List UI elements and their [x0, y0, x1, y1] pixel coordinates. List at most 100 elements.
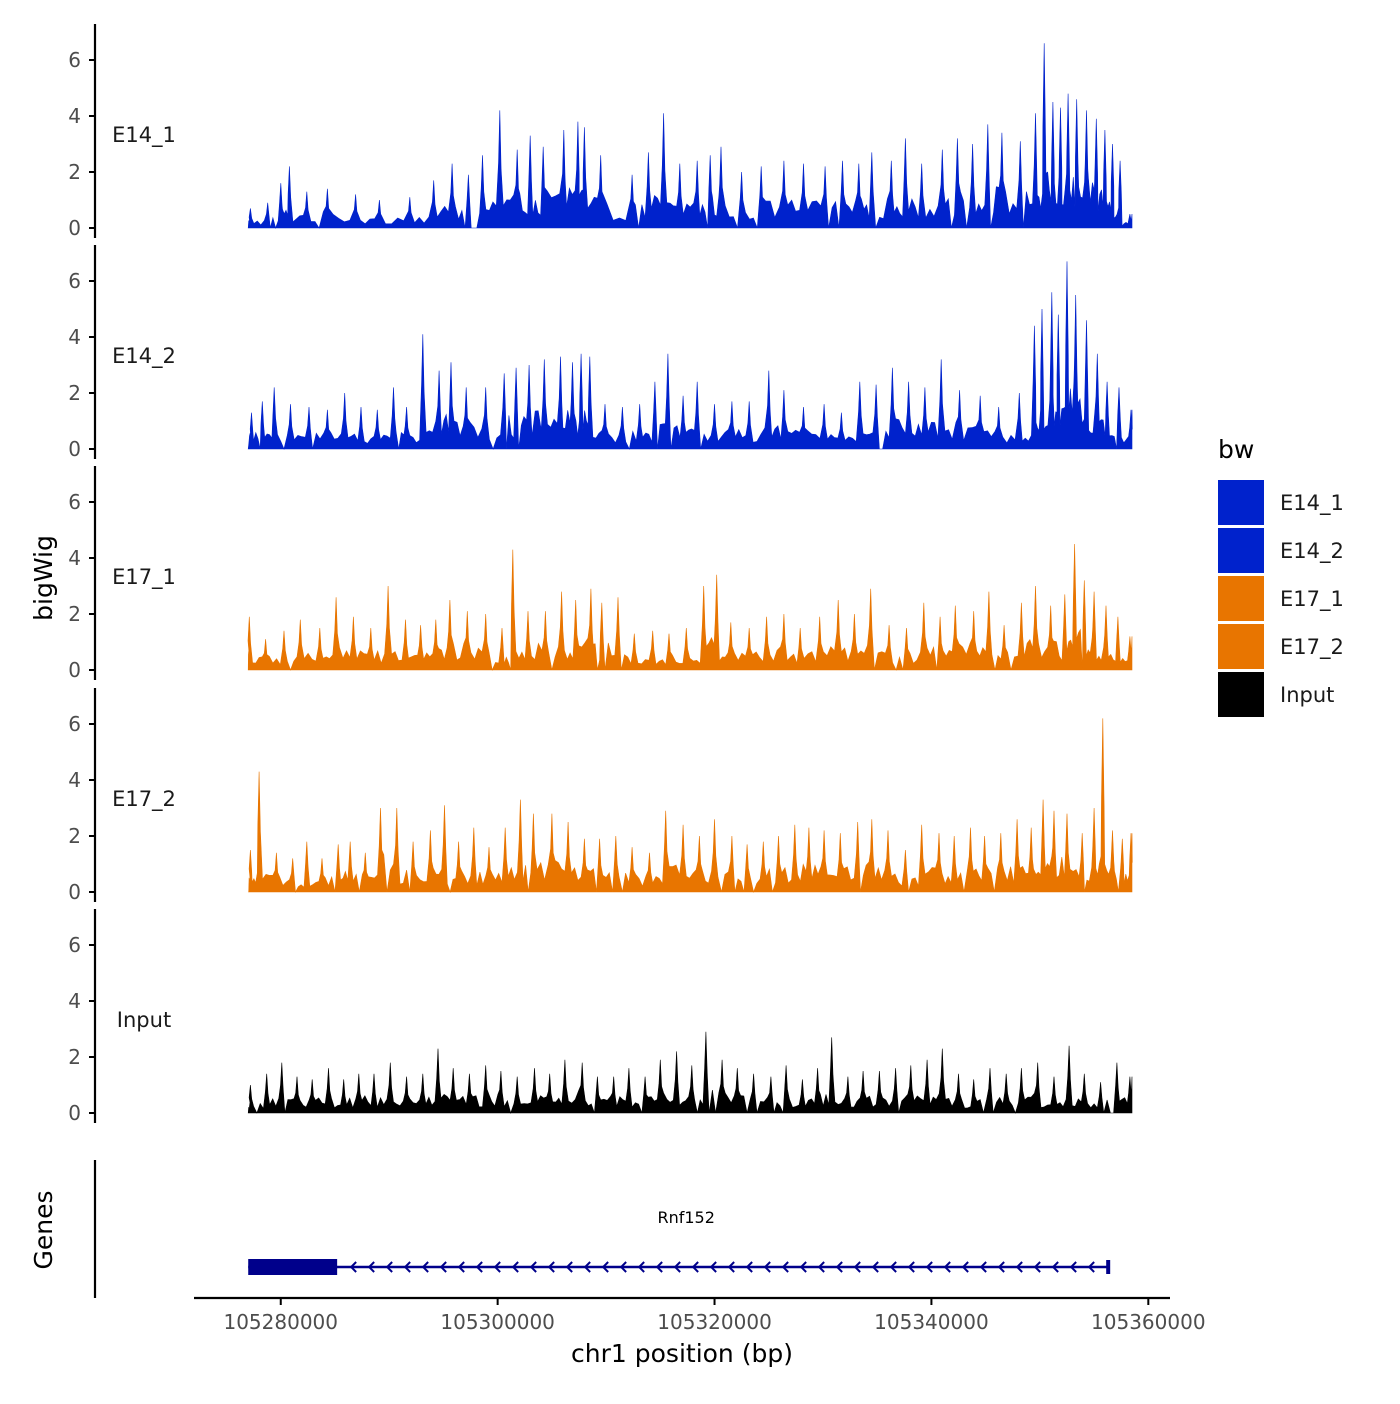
legend-swatch-E14_1: [1218, 480, 1264, 525]
x-axis: 105280000 105300000 105320000 105340000 1053…: [194, 1296, 1206, 1334]
strand-arrow: [997, 1261, 1005, 1273]
legend-label: Input: [1280, 683, 1334, 707]
gene-Rnf152: Rnf152: [248, 1208, 1111, 1275]
strand-arrow: [655, 1261, 663, 1273]
x-tick-label: 105340000: [874, 1310, 989, 1334]
legend-title: bw: [1218, 435, 1254, 464]
strand-arrow: [763, 1261, 771, 1273]
strand-arrow: [349, 1261, 357, 1273]
y-tick-label: 0: [68, 658, 81, 682]
strand-arrow: [475, 1261, 483, 1273]
genes-track: Rnf152: [93, 1160, 1111, 1298]
strand-arrow: [871, 1261, 879, 1273]
y-tick-label: 4: [68, 104, 81, 128]
strand-arrow: [547, 1261, 555, 1273]
gene-exon-tick: [1106, 1260, 1111, 1274]
legend-swatch-E14_2: [1218, 528, 1264, 573]
strand-arrow: [601, 1261, 609, 1273]
strand-arrow: [1033, 1261, 1041, 1273]
legend-label: E14_2: [1280, 539, 1344, 564]
y-tick-label: 6: [68, 490, 81, 514]
gene-name: Rnf152: [657, 1208, 714, 1227]
legend-swatch-E17_1: [1218, 576, 1264, 621]
y-tick-label: 6: [68, 269, 81, 293]
y-tick-label: 4: [68, 546, 81, 570]
strand-arrow: [907, 1261, 915, 1273]
legend-swatch-E17_2: [1218, 624, 1264, 669]
strand-arrow: [1015, 1261, 1023, 1273]
y-tick-label: 2: [68, 160, 81, 184]
y-tick-label: 2: [68, 1045, 81, 1069]
x-tick-label: 105300000: [440, 1310, 555, 1334]
strand-arrow: [817, 1261, 825, 1273]
x-tick-label: 105320000: [657, 1310, 772, 1334]
strand-arrow: [979, 1261, 987, 1273]
legend-label: E17_2: [1280, 635, 1344, 660]
track-label: E17_2: [112, 787, 176, 812]
y-tick-label: 6: [68, 48, 81, 72]
strand-arrow: [961, 1261, 969, 1273]
coverage-area-E14_1: [247, 43, 1133, 230]
gene-exon-block: [248, 1259, 338, 1275]
strand-arrow: [853, 1261, 861, 1273]
track-Input: 0 2 4 6 Input: [68, 909, 1133, 1125]
strand-arrow: [1087, 1261, 1095, 1273]
strand-arrow: [691, 1261, 699, 1273]
strand-arrow: [781, 1261, 789, 1273]
y-tick-label: 6: [68, 712, 81, 736]
strand-arrow: [529, 1261, 537, 1273]
y-axis-title: bigWig: [29, 535, 58, 621]
legend-swatch-Input: [1218, 672, 1264, 717]
y-tick-label: 2: [68, 602, 81, 626]
strand-arrow: [511, 1261, 519, 1273]
strand-arrow: [385, 1261, 393, 1273]
strand-arrow: [799, 1261, 807, 1273]
x-tick-label: 105360000: [1091, 1310, 1206, 1334]
track-E17_2: 0 2 4 6 E17_2: [68, 688, 1133, 904]
strand-arrow: [565, 1261, 573, 1273]
strand-arrow: [709, 1261, 717, 1273]
strand-arrow: [439, 1261, 447, 1273]
y-tick-label: 0: [68, 216, 81, 240]
strand-arrow: [583, 1261, 591, 1273]
strand-arrow: [493, 1261, 501, 1273]
coverage-area-E14_2: [247, 261, 1133, 450]
strand-arrow: [403, 1261, 411, 1273]
legend-label: E14_1: [1280, 491, 1344, 516]
track-label: E17_1: [112, 565, 176, 590]
strand-arrow: [457, 1261, 465, 1273]
genes-track-title: Genes: [29, 1190, 58, 1269]
strand-arrow: [673, 1261, 681, 1273]
y-tick-label: 4: [68, 989, 81, 1013]
legend: bw E14_1 E14_2 E17_1 E17_2 Input: [1218, 435, 1344, 717]
coverage-area-E17_1: [247, 543, 1133, 672]
track-label: E14_2: [112, 344, 176, 369]
track-label: Input: [117, 1008, 171, 1032]
coverage-area-Input: [247, 1031, 1133, 1115]
x-tick-label: 105280000: [223, 1310, 338, 1334]
coverage-area-E17_2: [248, 718, 1133, 894]
track-E17_1: 0 2 4 6 E17_1: [68, 466, 1133, 682]
strand-arrow: [637, 1261, 645, 1273]
strand-arrow: [1069, 1261, 1077, 1273]
y-tick-label: 4: [68, 768, 81, 792]
y-tick-label: 0: [68, 880, 81, 904]
y-tick-label: 4: [68, 325, 81, 349]
y-tick-label: 2: [68, 381, 81, 405]
track-E14_2: 0 2 4 6 E14_2: [68, 245, 1133, 461]
strand-arrow: [727, 1261, 735, 1273]
strand-arrow: [367, 1261, 375, 1273]
track-label: E14_1: [112, 123, 176, 148]
strand-arrow: [745, 1261, 753, 1273]
y-tick-label: 2: [68, 824, 81, 848]
y-tick-label: 6: [68, 933, 81, 957]
track-E14_1: 0 2 4 6 E14_1: [68, 24, 1133, 240]
strand-arrow: [889, 1261, 897, 1273]
y-tick-label: 0: [68, 1101, 81, 1125]
y-tick-label: 0: [68, 437, 81, 461]
strand-arrow: [1051, 1261, 1059, 1273]
legend-label: E17_1: [1280, 587, 1344, 612]
x-axis-title: chr1 position (bp): [571, 1339, 793, 1368]
